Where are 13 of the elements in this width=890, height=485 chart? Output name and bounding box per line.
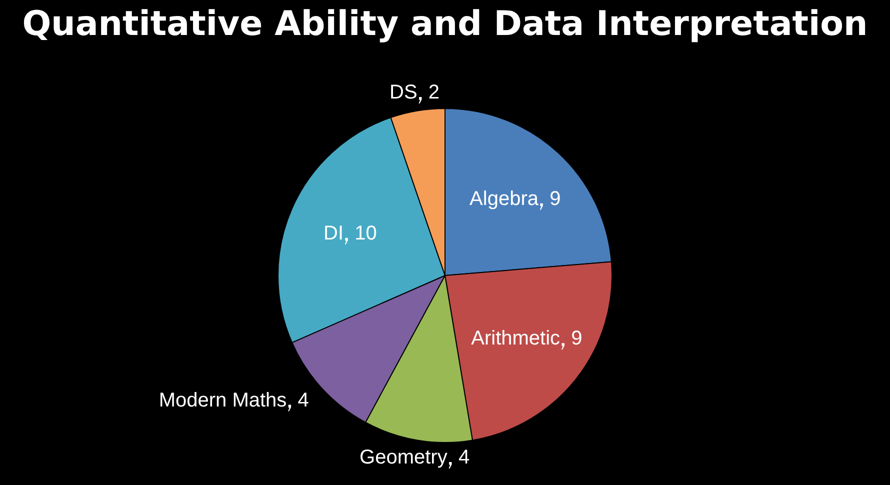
data-label: 9 [571,328,582,350]
slice-label: DS [390,82,418,104]
data-label: 9 [550,188,561,210]
slice-label: Geometry [360,446,448,468]
data-label: 2 [428,82,440,104]
slice-label: Arithmetic [471,328,560,350]
chart-title: Quantitative Ability and Data Interpretation [21,3,869,46]
data-label: 10 [354,222,377,244]
slice-label: Algebra [470,188,540,210]
slice-label: Modern Maths [158,389,287,412]
slice-label: DI [324,222,344,244]
data-label: 4 [298,389,309,412]
data-label: 4 [458,446,470,468]
